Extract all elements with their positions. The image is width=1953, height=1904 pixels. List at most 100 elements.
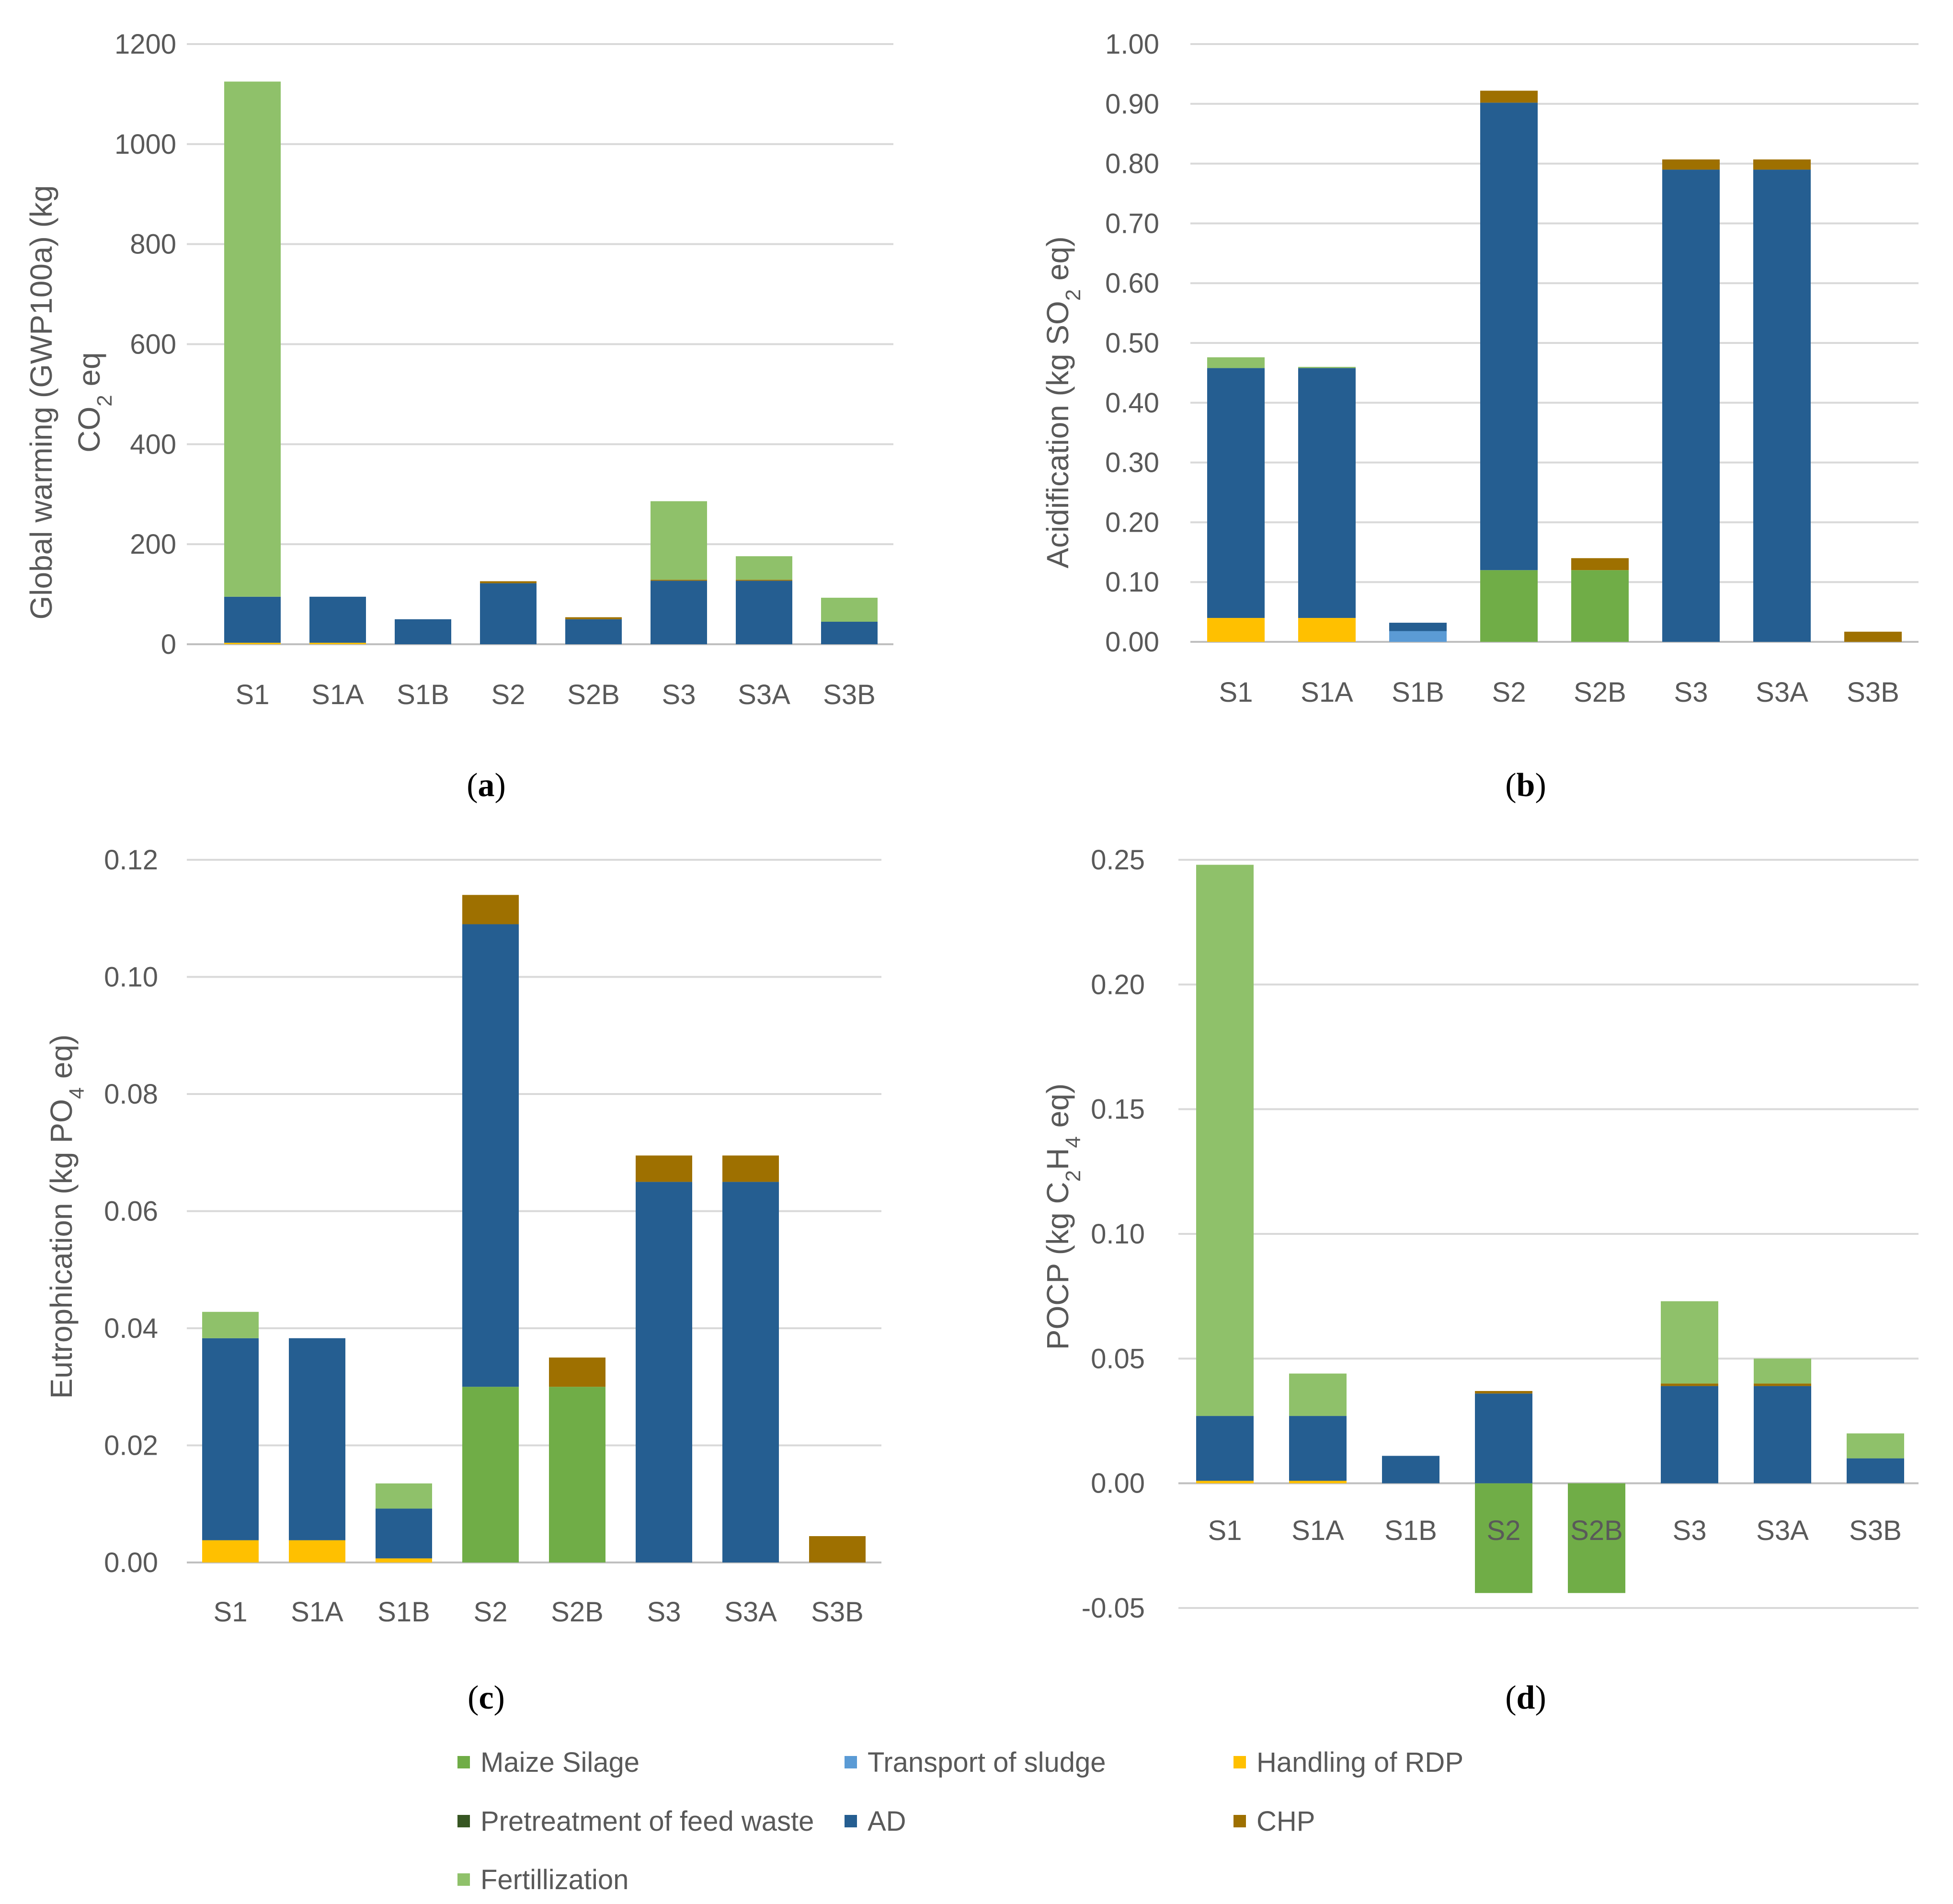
bar-segment-ad-s3a bbox=[736, 581, 792, 644]
y-tick-label: 0.00 bbox=[1091, 1468, 1145, 1499]
y-tick-label: 0.00 bbox=[104, 1547, 158, 1578]
legend-swatch-handling-of-rdp bbox=[1233, 1756, 1246, 1768]
panel-label-a: (a) bbox=[467, 767, 506, 804]
bar-segment-chp-s3b bbox=[809, 1536, 866, 1562]
y-tick-label: 0.60 bbox=[1105, 268, 1159, 299]
bar-segment-chp-s2b bbox=[549, 1357, 605, 1387]
bar-segment-ad-s2 bbox=[1480, 103, 1538, 570]
x-tick-label-s3a: S3A bbox=[1756, 677, 1808, 708]
bar-segment-fertillization-s1a bbox=[1298, 366, 1356, 368]
legend-swatch-fertillization bbox=[457, 1873, 470, 1886]
y-tick-label: 0.10 bbox=[1105, 567, 1159, 598]
chart-pocp: -0.05 0.00 0.05 0.10 0.15 0.20 0.25 S1 S1A S1B S2 S… bbox=[1082, 844, 1919, 1624]
y-tick-label: 0.10 bbox=[1091, 1219, 1145, 1250]
y-tick-label: 600 bbox=[130, 329, 176, 360]
y-tick-label: 1200 bbox=[114, 29, 176, 60]
bar-segment-ad-s1b bbox=[1382, 1456, 1439, 1483]
bar-segment-chp-s3a bbox=[1753, 159, 1811, 170]
x-tick-label-s1: S1 bbox=[1219, 677, 1253, 708]
x-tick-label-s1: S1 bbox=[1208, 1515, 1242, 1546]
x-tick-label-s1a: S1A bbox=[1301, 677, 1353, 708]
bar-segment-chp-s3b bbox=[1844, 631, 1902, 642]
panel-label-c: (c) bbox=[468, 1679, 505, 1716]
legend-label-maize-silage: Maize Silage bbox=[480, 1747, 640, 1778]
bar-segment-ad-s1b bbox=[395, 619, 451, 644]
bar-segment-fertillization-s1 bbox=[1196, 865, 1254, 1416]
x-tick-label-s3: S3 bbox=[662, 679, 696, 710]
y-tick-label: 0.02 bbox=[104, 1430, 158, 1461]
y-tick-label: 0.10 bbox=[104, 962, 158, 993]
y-tick-label: 400 bbox=[130, 429, 176, 460]
panel-label-b: (b) bbox=[1505, 767, 1546, 804]
x-tick-label-s1b: S1B bbox=[377, 1596, 430, 1628]
y-tick-label: 200 bbox=[130, 529, 176, 560]
x-tick-label-s1a: S1A bbox=[291, 1596, 343, 1628]
bar-segment-ad-s1 bbox=[224, 596, 281, 643]
bar-segment-chp-s3 bbox=[651, 580, 707, 581]
bar-segment-transport-of-sludge-s1b bbox=[1389, 631, 1447, 642]
legend-swatch-ad bbox=[845, 1815, 857, 1827]
y-tick-label: 0.20 bbox=[1105, 507, 1159, 538]
legend-swatch-maize-silage bbox=[457, 1756, 470, 1768]
y-tick-label: -0.05 bbox=[1082, 1593, 1145, 1624]
x-tick-label-s1a: S1A bbox=[311, 679, 364, 710]
y-tick-label: 800 bbox=[130, 229, 176, 260]
bar-segment-ad-s1b bbox=[376, 1508, 432, 1559]
bar-segment-chp-s3 bbox=[1662, 159, 1720, 170]
bar-segment-ad-s3 bbox=[651, 581, 707, 644]
x-tick-label-s1: S1 bbox=[236, 679, 270, 710]
x-tick-label-s2b: S2B bbox=[1574, 677, 1626, 708]
bar-segment-ad-s1 bbox=[202, 1338, 259, 1540]
bar-segment-chp-s2 bbox=[462, 895, 519, 924]
legend-label-fertillization: Fertillization bbox=[480, 1864, 628, 1895]
bar-segment-chp-s2 bbox=[1475, 1391, 1532, 1394]
bar-segment-handling-of-rdp-s1a bbox=[1298, 618, 1356, 642]
y-tick-label: 0.08 bbox=[104, 1079, 158, 1110]
chart-global-warming: 0 200 400 600 800 1000 1200 S1 S1A S1B S2 S2B S3 S3A S… bbox=[114, 29, 893, 710]
x-tick-label-s3a: S3A bbox=[738, 679, 790, 710]
y-tick-label: 0.20 bbox=[1091, 969, 1145, 1000]
y-tick-label: 0.00 bbox=[1105, 627, 1159, 658]
x-tick-label-s1b: S1B bbox=[1392, 677, 1444, 708]
bar-segment-fertillization-s1 bbox=[202, 1311, 259, 1338]
bar-segment-chp-s2 bbox=[480, 581, 537, 583]
bar-segment-handling-of-rdp-s1b bbox=[376, 1558, 432, 1562]
bar-segment-chp-s2 bbox=[1480, 91, 1538, 103]
bar-segment-ad-s3b bbox=[821, 622, 878, 644]
bar-segment-ad-s2 bbox=[480, 583, 537, 644]
legend-swatch-chp bbox=[1233, 1815, 1246, 1827]
x-tick-label-s3b: S3B bbox=[811, 1596, 864, 1628]
chart-acidification: 0.00 0.10 0.20 0.30 0.40 0.50 0.60 0.70 0.80 0.90… bbox=[1105, 29, 1919, 708]
x-tick-label-s2b: S2B bbox=[1570, 1515, 1623, 1546]
bar-segment-fertillization-s1a bbox=[1289, 1373, 1347, 1416]
legend-label-pretreatment-of-feed-waste: Pretreatment of feed waste bbox=[480, 1806, 814, 1837]
x-tick-label-s1: S1 bbox=[214, 1596, 248, 1628]
y-axis-label-line1-a: Global warming (GWP100a) (kg bbox=[24, 185, 58, 620]
bar-segment-handling-of-rdp-s1 bbox=[1196, 1481, 1254, 1483]
legend-label-handling-of-rdp: Handling of RDP bbox=[1256, 1747, 1463, 1778]
bar-segment-fertillization-s3 bbox=[1661, 1301, 1718, 1384]
x-tick-label-s1b: S1B bbox=[397, 679, 449, 710]
bar-segment-ad-s2 bbox=[462, 924, 519, 1387]
bar-segment-ad-s1 bbox=[1196, 1416, 1254, 1481]
bar-segment-ad-s2b bbox=[565, 619, 622, 644]
bar-segment-chp-s3 bbox=[1661, 1383, 1718, 1386]
bar-segment-handling-of-rdp-s1a bbox=[309, 642, 366, 644]
bar-segment-handling-of-rdp-s1 bbox=[202, 1540, 259, 1562]
bar-segment-ad-s1a bbox=[1289, 1416, 1347, 1481]
y-tick-label: 1000 bbox=[114, 129, 176, 160]
bar-segment-maize-silage-s2 bbox=[1475, 1483, 1532, 1593]
bar-segment-fertillization-s1b bbox=[376, 1483, 432, 1509]
bar-segment-maize-silage-s2b bbox=[549, 1387, 605, 1562]
legend-label-chp: CHP bbox=[1256, 1806, 1315, 1837]
x-tick-label-s3: S3 bbox=[647, 1596, 681, 1628]
y-tick-label: 0.70 bbox=[1105, 208, 1159, 239]
x-tick-label-s3b: S3B bbox=[1847, 677, 1899, 708]
bar-segment-maize-silage-s2 bbox=[462, 1387, 519, 1562]
bar-segment-ad-s3b bbox=[1847, 1458, 1904, 1483]
y-tick-label: 0 bbox=[161, 629, 176, 660]
y-tick-label: 0.30 bbox=[1105, 447, 1159, 479]
x-tick-label-s2: S2 bbox=[491, 679, 525, 710]
bar-segment-ad-s3 bbox=[1661, 1386, 1718, 1483]
